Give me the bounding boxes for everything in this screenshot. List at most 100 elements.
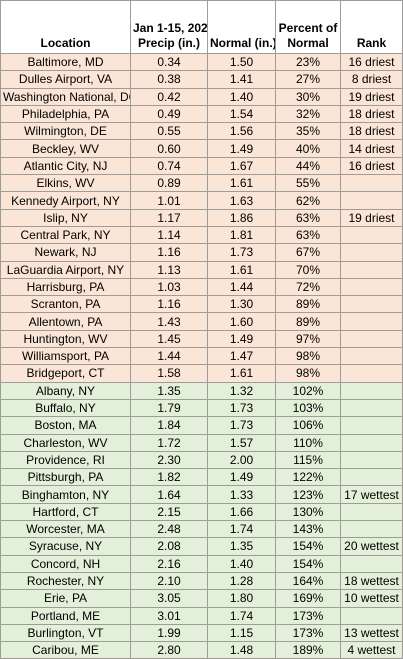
precip-cell: 1.44 — [130, 347, 208, 366]
normal-cell: 1.57 — [207, 433, 276, 452]
table-row: Rochester, NY 2.10 1.28 164% 18 wettest — [0, 571, 403, 591]
table-row: LaGuardia Airport, NY 1.13 1.61 70% — [0, 260, 403, 279]
table-row: Central Park, NY 1.14 1.81 63% — [0, 225, 403, 245]
table-row: Caribou, ME 2.80 1.48 189% 4 wettest — [0, 641, 403, 659]
normal-cell: 1.47 — [207, 347, 276, 366]
table-row: Philadelphia, PA 0.49 1.54 32% 18 driest — [0, 104, 403, 124]
header-percent-line2: Normal — [287, 36, 329, 50]
percent-cell: 102% — [275, 381, 341, 400]
table-row: Wilmington, DE 0.55 1.56 35% 18 driest — [0, 122, 403, 141]
location-cell: Elkins, WV — [0, 174, 131, 193]
location-cell: Albany, NY — [0, 381, 131, 400]
rank-cell — [340, 381, 403, 400]
precip-cell: 1.35 — [130, 381, 208, 400]
precip-cell: 0.34 — [130, 52, 208, 72]
rank-cell: 20 wettest — [340, 537, 403, 556]
table-row: Charleston, WV 1.72 1.57 110% — [0, 433, 403, 452]
rank-cell — [340, 277, 403, 297]
normal-cell: 1.73 — [207, 243, 276, 262]
precip-cell: 2.80 — [130, 641, 208, 659]
normal-cell: 1.61 — [207, 260, 276, 279]
rank-cell: 19 driest — [340, 87, 403, 106]
percent-cell: 67% — [275, 243, 341, 262]
table-row: Islip, NY 1.17 1.86 63% 19 driest — [0, 208, 403, 227]
location-cell: Hartford, CT — [0, 502, 131, 522]
table-row: Baltimore, MD 0.34 1.50 23% 16 driest — [0, 52, 403, 72]
normal-cell: 1.35 — [207, 537, 276, 556]
header-percent: Percent of Normal — [275, 0, 341, 54]
location-cell: Huntington, WV — [0, 329, 131, 349]
normal-cell: 1.50 — [207, 52, 276, 72]
precip-cell: 2.48 — [130, 520, 208, 539]
location-cell: Harrisburg, PA — [0, 277, 131, 297]
rank-cell — [340, 174, 403, 193]
normal-cell: 1.73 — [207, 398, 276, 418]
normal-cell: 1.48 — [207, 641, 276, 659]
percent-cell: 40% — [275, 139, 341, 158]
normal-cell: 1.60 — [207, 312, 276, 331]
rank-cell — [340, 329, 403, 349]
rank-cell: 14 driest — [340, 139, 403, 158]
precip-cell: 0.42 — [130, 87, 208, 106]
precip-cell: 1.64 — [130, 485, 208, 504]
table-row: Kennedy Airport, NY 1.01 1.63 62% — [0, 191, 403, 210]
location-cell: Scranton, PA — [0, 295, 131, 314]
percent-cell: 44% — [275, 156, 341, 176]
normal-cell: 1.44 — [207, 277, 276, 297]
location-cell: Williamsport, PA — [0, 347, 131, 366]
normal-cell: 1.73 — [207, 416, 276, 435]
location-cell: Newark, NJ — [0, 243, 131, 262]
precip-cell: 0.38 — [130, 70, 208, 89]
location-cell: Beckley, WV — [0, 139, 131, 158]
percent-cell: 89% — [275, 312, 341, 331]
location-cell: Providence, RI — [0, 450, 131, 470]
normal-cell: 1.61 — [207, 364, 276, 383]
location-cell: LaGuardia Airport, NY — [0, 260, 131, 279]
table-row: Beckley, WV 0.60 1.49 40% 14 driest — [0, 139, 403, 158]
percent-cell: 173% — [275, 623, 341, 643]
percent-cell: 70% — [275, 260, 341, 279]
percent-cell: 110% — [275, 433, 341, 452]
rank-cell — [340, 450, 403, 470]
rank-cell — [340, 243, 403, 262]
precip-cell: 1.17 — [130, 208, 208, 227]
normal-cell: 1.49 — [207, 468, 276, 487]
normal-cell: 1.41 — [207, 70, 276, 89]
percent-cell: 23% — [275, 52, 341, 72]
rank-cell — [340, 433, 403, 452]
normal-cell: 1.30 — [207, 295, 276, 314]
rank-cell — [340, 468, 403, 487]
location-cell: Philadelphia, PA — [0, 104, 131, 124]
percent-cell: 62% — [275, 191, 341, 210]
rank-cell — [340, 606, 403, 625]
rank-cell: 16 driest — [340, 52, 403, 72]
rank-cell: 18 driest — [340, 122, 403, 141]
table-body: Baltimore, MD 0.34 1.50 23% 16 driest Dulles … — [0, 52, 403, 659]
percent-cell: 63% — [275, 225, 341, 245]
location-cell: Caribou, ME — [0, 641, 131, 659]
rank-cell — [340, 364, 403, 383]
location-cell: Portland, ME — [0, 606, 131, 625]
normal-cell: 1.63 — [207, 191, 276, 210]
location-cell: Erie, PA — [0, 589, 131, 608]
table-row: Newark, NJ 1.16 1.73 67% — [0, 243, 403, 262]
table-row: Burlington, VT 1.99 1.15 173% 13 wettest — [0, 623, 403, 643]
location-cell: Washington National, DC — [0, 87, 131, 106]
percent-cell: 115% — [275, 450, 341, 470]
table-row: Providence, RI 2.30 2.00 115% — [0, 450, 403, 470]
normal-cell: 1.66 — [207, 502, 276, 522]
table-row: Albany, NY 1.35 1.32 102% — [0, 381, 403, 400]
rank-cell — [340, 398, 403, 418]
location-cell: Boston, MA — [0, 416, 131, 435]
percent-cell: 103% — [275, 398, 341, 418]
percent-cell: 189% — [275, 641, 341, 659]
percent-cell: 169% — [275, 589, 341, 608]
header-precip-line2: Precip (in.) — [137, 36, 200, 50]
percent-cell: 98% — [275, 347, 341, 366]
location-cell: Pittsburgh, PA — [0, 468, 131, 487]
rank-cell — [340, 312, 403, 331]
table-row: Scranton, PA 1.16 1.30 89% — [0, 295, 403, 314]
precip-cell: 1.14 — [130, 225, 208, 245]
normal-cell: 1.67 — [207, 156, 276, 176]
location-cell: Dulles Airport, VA — [0, 70, 131, 89]
